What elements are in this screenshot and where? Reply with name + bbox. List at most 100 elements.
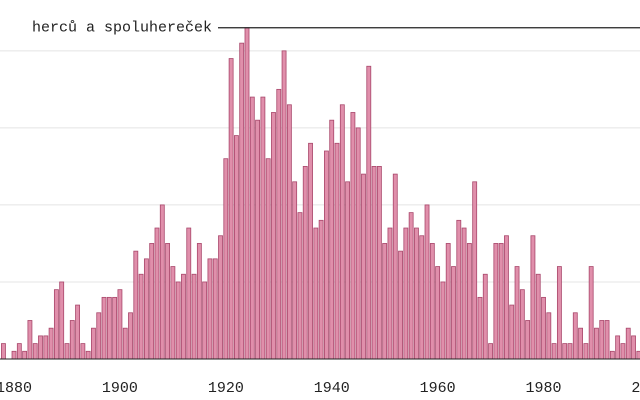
- bar: [281, 50, 287, 360]
- bar: [461, 227, 467, 360]
- bar: [170, 266, 176, 360]
- bar: [91, 327, 96, 360]
- bar: [530, 235, 536, 360]
- bar: [514, 266, 520, 360]
- bar: [562, 343, 568, 360]
- bar: [424, 204, 430, 360]
- bar: [302, 166, 308, 360]
- bar: [85, 350, 91, 360]
- bar: [329, 119, 335, 360]
- bar: [38, 335, 43, 360]
- bar: [313, 227, 319, 360]
- bar: [376, 166, 382, 360]
- bar: [334, 142, 340, 360]
- bar: [48, 327, 54, 360]
- bar: [149, 243, 155, 360]
- bar: [477, 296, 483, 360]
- bar: [27, 320, 33, 360]
- bar: [509, 304, 515, 360]
- bar: [271, 112, 276, 360]
- bar: [64, 343, 70, 360]
- bar: [615, 335, 621, 360]
- bar: [366, 65, 372, 360]
- bar: [493, 243, 499, 360]
- bar: [546, 312, 552, 360]
- x-tick-label: 1880: [0, 380, 32, 397]
- bar: [181, 273, 186, 360]
- bar: [96, 312, 102, 360]
- bar: [398, 250, 403, 360]
- bar: [345, 181, 351, 360]
- bar: [112, 296, 118, 360]
- bar: [382, 243, 388, 360]
- bar: [408, 212, 414, 360]
- bar: [133, 250, 139, 360]
- bar: [472, 181, 478, 360]
- bar: [440, 281, 446, 360]
- bar: [191, 273, 197, 360]
- bar: [154, 227, 160, 360]
- bar: [101, 296, 107, 360]
- bar: [551, 343, 557, 360]
- bar: [498, 243, 504, 360]
- bar: [260, 96, 266, 360]
- bar: [435, 266, 441, 360]
- bar: [504, 235, 509, 360]
- bar: [297, 212, 303, 360]
- x-tick-label: 1980: [526, 380, 562, 397]
- bar: [355, 127, 361, 360]
- bar: [567, 343, 573, 360]
- x-tick-label: 2000: [631, 380, 640, 397]
- bar: [572, 312, 578, 360]
- bar: [43, 335, 49, 360]
- bar: [403, 227, 409, 360]
- bar: [75, 304, 80, 360]
- bar: [371, 166, 377, 360]
- bar: [318, 219, 324, 360]
- bar: [212, 258, 218, 360]
- bar: [525, 320, 531, 360]
- bar: [234, 135, 239, 360]
- bar: [456, 219, 462, 360]
- annotation-text: herců a spoluhereček: [32, 20, 212, 37]
- bar: [419, 235, 425, 360]
- bar: [292, 181, 298, 360]
- bar: [249, 96, 255, 360]
- bar: [175, 281, 181, 360]
- bar: [207, 258, 213, 360]
- bar: [578, 327, 583, 360]
- bar: [186, 227, 192, 360]
- bar: [631, 335, 636, 360]
- bar: [22, 350, 28, 360]
- bar: [535, 273, 541, 360]
- x-tick-label: 1960: [420, 380, 456, 397]
- bar: [308, 142, 313, 360]
- bar: [16, 343, 22, 360]
- bar: [625, 327, 631, 360]
- bar: [202, 281, 208, 360]
- bar: [451, 266, 456, 360]
- bar: [106, 296, 112, 360]
- bar: [392, 173, 398, 360]
- bar: [244, 27, 250, 360]
- x-tick-label: 1920: [208, 380, 244, 397]
- bar: [286, 104, 292, 360]
- bar: [159, 204, 165, 360]
- bar: [218, 235, 223, 360]
- bar: [265, 158, 271, 360]
- bar: [556, 266, 562, 360]
- bar: [429, 243, 435, 360]
- bar: [387, 227, 393, 360]
- bar: [414, 227, 419, 360]
- bar: [488, 343, 493, 360]
- bar: [117, 289, 123, 360]
- bar: [255, 119, 261, 360]
- bar: [32, 343, 38, 360]
- bar: [594, 327, 599, 360]
- bar: [324, 150, 329, 360]
- bar: [196, 243, 202, 360]
- bar: [128, 312, 133, 360]
- bar: [276, 88, 282, 360]
